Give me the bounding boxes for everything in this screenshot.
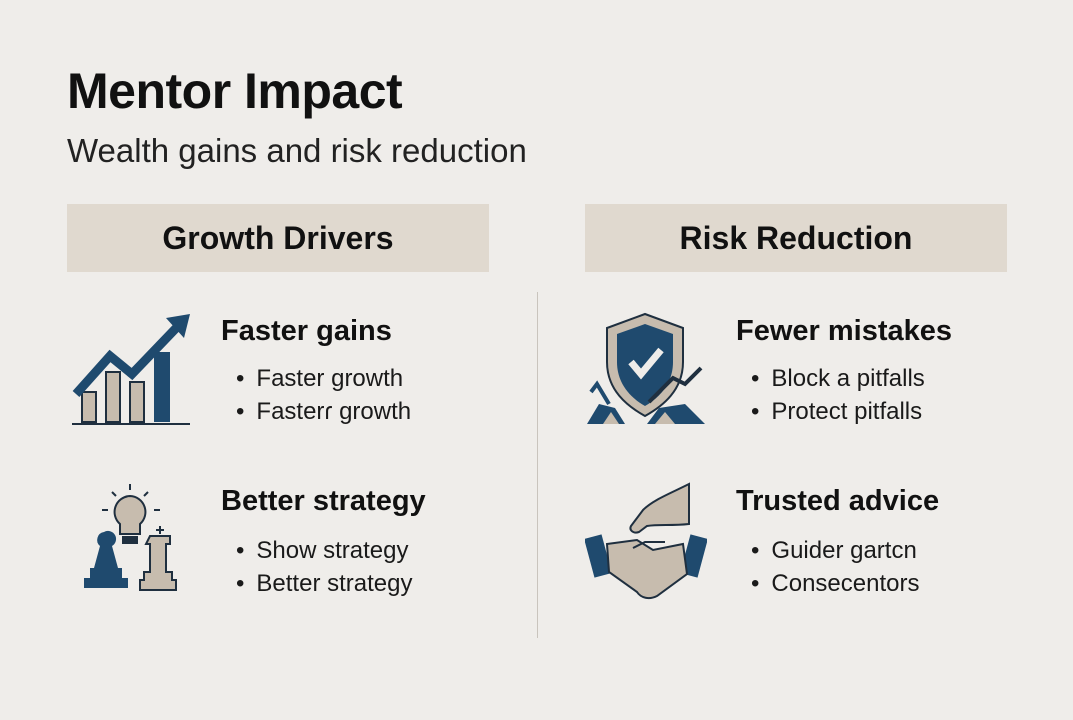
better-strategy-bullets: Show strategy Better strategy	[236, 534, 412, 600]
bullet: Fasterɾ growth	[236, 395, 411, 428]
bullet: Faster growth	[236, 362, 411, 395]
bullet: Consecentors	[751, 567, 919, 600]
bullet: Better strategy	[236, 567, 412, 600]
page-title: Mentor Impact	[67, 63, 403, 119]
page-subtitle: Wealth gains and risk reduction	[67, 132, 527, 169]
bullet: Show strategy	[236, 534, 412, 567]
item-title-better-strategy: Better strategy	[221, 485, 426, 517]
shield-check-icon	[587, 312, 705, 424]
bullet: Guider gartcn	[751, 534, 919, 567]
column-divider	[537, 292, 538, 638]
rising-bar-chart-icon	[72, 314, 190, 425]
lightbulb-chess-icon	[84, 484, 177, 591]
item-title-trusted-advice: Trusted advice	[736, 485, 940, 517]
handshake-icon	[585, 482, 707, 600]
bullet: Protect pitfalls	[751, 395, 925, 428]
bullet: Block a pitfalls	[751, 362, 924, 395]
fewer-mistakes-bullets: Block a pitfalls Protect pitfalls	[751, 362, 925, 428]
item-title-faster-gains: Faster gains	[221, 315, 392, 347]
growth-drivers-header: Growth Drivers	[67, 204, 489, 272]
risk-reduction-header: Risk Reduction	[585, 204, 1007, 272]
trusted-advice-bullets: Guider gartcn Consecentors	[751, 534, 919, 600]
item-title-fewer-mistakes: Fewer mistakes	[736, 315, 953, 347]
faster-gains-bullets: Faster growth Fasterɾ growth	[236, 362, 411, 428]
